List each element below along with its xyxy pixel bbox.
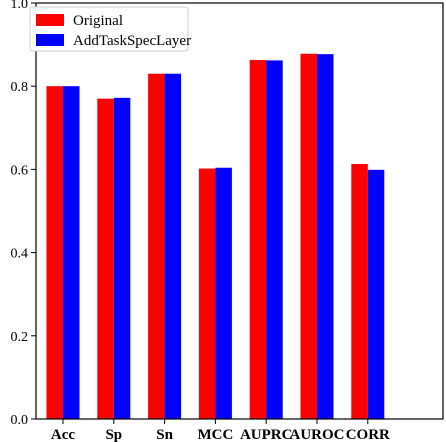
x-tick-label: AUPRC (240, 427, 293, 442)
bar-addtaskspeclayer-corr (367, 169, 385, 419)
bars-layer (46, 53, 385, 420)
y-tick-label: 0.4 (11, 247, 29, 262)
bar-addtaskspeclayer-sp (113, 97, 131, 420)
bar-original-auroc (300, 53, 317, 419)
bar-addtaskspeclayer-auprc (266, 60, 283, 420)
bar-original-sp (97, 98, 114, 420)
x-tick-label: CORR (346, 427, 390, 442)
x-tick-label: MCC (197, 427, 233, 442)
bar-addtaskspeclayer-acc (63, 86, 80, 419)
legend-label-addtaskspeclayer: AddTaskSpecLayer (73, 33, 191, 49)
y-tick-label: 1.0 (11, 0, 29, 12)
bar-original-corr (351, 163, 368, 419)
bar-addtaskspeclayer-sn (164, 73, 182, 419)
legend-swatch-original (36, 14, 64, 26)
bar-addtaskspeclayer-auroc (317, 54, 334, 419)
legend-box (29, 6, 189, 52)
y-tick-label: 0.6 (11, 163, 29, 178)
x-tick-label: Sp (105, 427, 122, 442)
x-tick-label: Acc (51, 427, 75, 442)
y-tick-label: 0.2 (11, 330, 29, 345)
y-tick-label: 0.8 (11, 80, 29, 95)
y-axis-ticks: 0.0 0.2 0.4 0.6 0.8 1.0 (11, 0, 36, 428)
bar-original-acc (46, 86, 63, 419)
bar-addtaskspeclayer-mcc (215, 167, 232, 419)
legend-swatch-addtaskspeclayer (36, 34, 64, 46)
bar-original-auprc (249, 59, 267, 419)
plot-frame (35, 2, 444, 420)
legend-label-original: Original (73, 13, 123, 29)
bar-original-sn (148, 73, 165, 419)
y-tick-label: 0.0 (11, 413, 29, 428)
x-tick-label: AUROC (290, 427, 345, 442)
bar-original-mcc (198, 168, 216, 419)
x-tick-label: Sn (156, 427, 173, 442)
legend: Original AddTaskSpecLayer (29, 6, 191, 52)
